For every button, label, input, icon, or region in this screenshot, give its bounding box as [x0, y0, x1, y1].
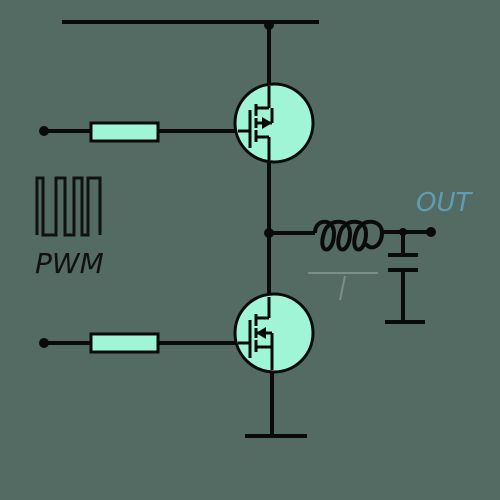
inductor-coil	[313, 219, 385, 252]
lower-input-terminal	[39, 338, 49, 348]
low-side-transistor	[233, 292, 315, 374]
out-terminal	[426, 227, 436, 237]
upper-resistor	[89, 121, 160, 143]
pwm-label: PWM	[35, 247, 104, 280]
capacitor-node-dot	[399, 228, 407, 236]
square-wave-icon	[35, 176, 102, 237]
upper-input-terminal	[39, 126, 49, 136]
faint-annotation-tick	[339, 275, 346, 301]
lower-resistor	[89, 332, 160, 354]
mid-node-dot	[264, 228, 274, 238]
out-label: OUT	[416, 188, 473, 218]
high-side-transistor	[233, 82, 315, 164]
